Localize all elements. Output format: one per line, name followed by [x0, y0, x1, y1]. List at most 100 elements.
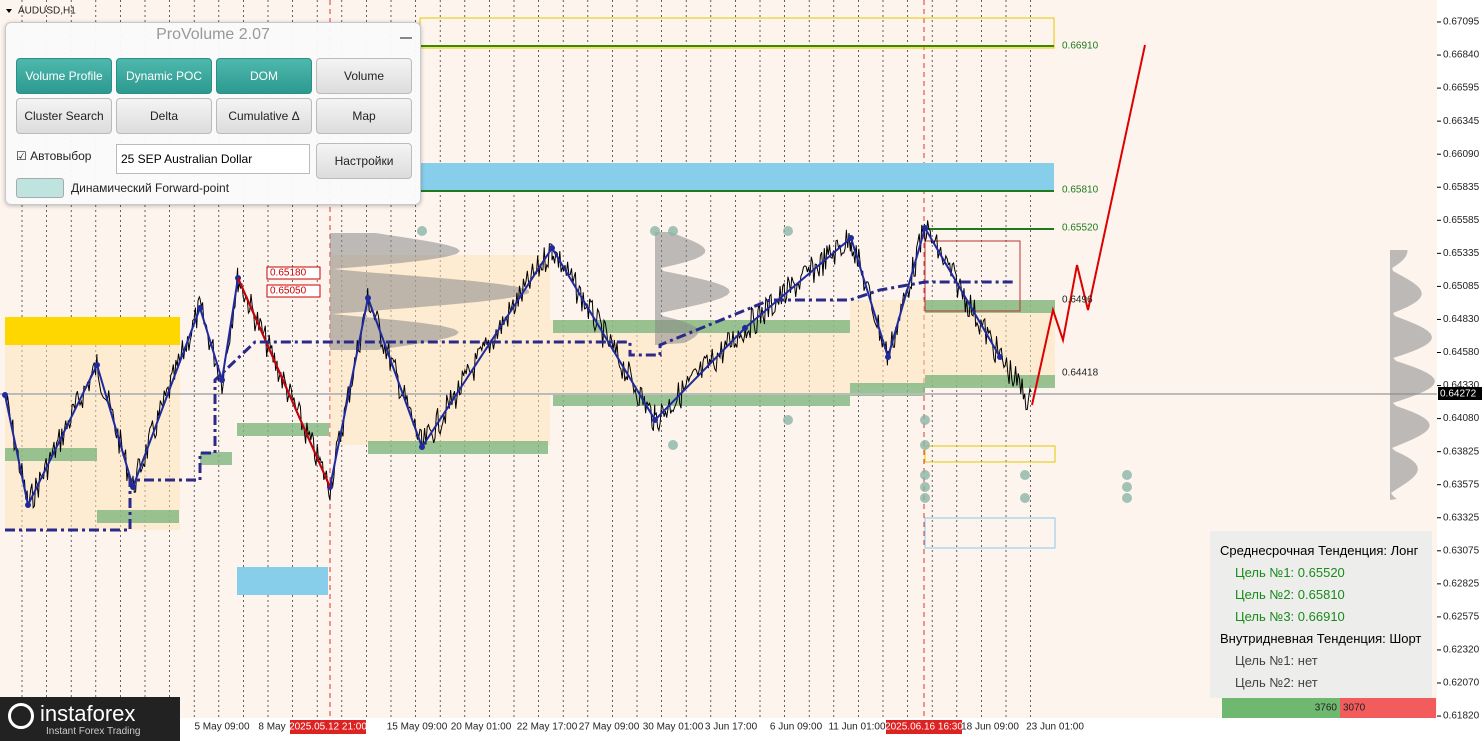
time-label: 23 Jun 01:00	[1026, 722, 1084, 733]
price-label: 0.65835	[1443, 182, 1480, 193]
price-label: 0.62320	[1443, 645, 1480, 656]
auto-checkbox[interactable]: ☑ Автовыбор	[16, 149, 92, 163]
zigzag-point	[94, 362, 100, 368]
time-label: 20 May 01:00	[451, 722, 512, 733]
price-label: 0.66090	[1443, 149, 1480, 160]
zigzag-point	[419, 444, 425, 450]
price-label: 0.64330	[1443, 380, 1480, 391]
instrument-dropdown[interactable]: 25 SEP Australian Dollar	[116, 144, 310, 174]
target: Цель №1: 0.65520	[1235, 565, 1345, 580]
logo-icon	[8, 703, 34, 729]
volume-profile	[655, 232, 730, 345]
provolume-panel: ProVolume 2.07 Volume Profile Dynamic POC…	[5, 22, 421, 205]
level-label: 0.65520	[1062, 223, 1099, 234]
level-label: 0.65810	[1062, 185, 1099, 196]
tool-button[interactable]: Dynamic POC	[116, 58, 212, 94]
volume-profile	[330, 233, 530, 350]
current-price: 0.64272	[1440, 389, 1477, 400]
tool-button[interactable]: Volume	[316, 58, 412, 94]
time-label: 8 May	[258, 722, 285, 733]
time-label: 5 May 09:00	[194, 722, 249, 733]
info-box: Среднесрочная Тенденция: Лонг Цель №1: 0…	[1210, 531, 1432, 698]
supply-zone	[5, 317, 180, 345]
zigzag-point	[742, 325, 748, 331]
zigzag-point	[848, 235, 854, 241]
price-label: 0.62070	[1443, 678, 1480, 689]
marker-dot	[920, 440, 930, 450]
marker-dot	[783, 226, 793, 236]
price-label: 0.64580	[1443, 347, 1480, 358]
price-label: 0.63575	[1443, 479, 1480, 490]
marker-dot	[783, 415, 793, 425]
projection	[1031, 44, 1146, 406]
level-label: 0.64418	[1062, 368, 1099, 379]
zigzag-point	[25, 502, 31, 508]
price-label: 0.67095	[1443, 17, 1480, 28]
time-label: 2025.05.12 21:00	[289, 722, 367, 733]
poc-zone	[553, 393, 850, 406]
marker-dot	[920, 415, 930, 425]
target: Цель №2: нет	[1235, 675, 1318, 690]
level-box	[266, 284, 321, 298]
forward-point-label: Динамический Forward-point	[71, 181, 230, 195]
price-label: 0.63825	[1443, 446, 1480, 457]
poc-zone	[200, 452, 232, 465]
medium-term: Среднесрочная Тенденция: Лонг	[1220, 543, 1419, 558]
auto-label: Автовыбор	[30, 149, 92, 163]
level-label: 0.65050	[270, 286, 307, 297]
button-label: Cluster Search	[24, 109, 104, 123]
poc-zone	[850, 383, 925, 396]
time-highlight	[886, 720, 962, 734]
marker-dot	[920, 482, 930, 492]
button-label: Dynamic POC	[125, 69, 202, 83]
level-box	[266, 266, 321, 280]
zigzag-point	[197, 305, 203, 311]
level-label: 0.6496	[1062, 295, 1093, 306]
time-highlight	[290, 720, 366, 734]
panel-title: ProVolume 2.07	[156, 26, 270, 43]
forward-toggle[interactable]	[16, 178, 64, 198]
target: Цель №1: нет	[1235, 653, 1318, 668]
volume-profile	[1390, 250, 1435, 500]
price-label: 0.65085	[1443, 281, 1480, 292]
marker-dot	[920, 470, 930, 480]
tool-button[interactable]: Map	[316, 98, 412, 134]
marker-dot	[1020, 493, 1030, 503]
tool-button[interactable]: Cluster Search	[16, 98, 112, 134]
tool-button[interactable]: DOM	[216, 58, 312, 94]
target: Цель №3: 0.66910	[1235, 609, 1345, 624]
blue-zone	[237, 567, 328, 595]
poc-zone	[925, 300, 1055, 313]
marker-dot	[1020, 470, 1030, 480]
instrument: 25 SEP Australian Dollar	[121, 152, 253, 166]
time-label: 30 May 01:00	[643, 722, 704, 733]
sell-volume-label: 3070	[1343, 703, 1366, 714]
price-label: 0.63325	[1443, 512, 1480, 523]
marker-dot	[650, 226, 660, 236]
price-label: 0.63075	[1443, 545, 1480, 556]
minimize[interactable]	[400, 29, 412, 39]
button-label: Volume	[343, 69, 385, 83]
logo-tagline: Instant Forex Trading	[46, 726, 141, 737]
tool-button[interactable]: Cumulative Δ	[216, 98, 312, 134]
tool-button[interactable]: Volume Profile	[16, 58, 112, 94]
time-label: 11 Jun 01:00	[828, 722, 886, 733]
zigzag-point	[365, 295, 371, 301]
price-axis	[1437, 0, 1484, 741]
tool-button[interactable]: Delta	[116, 98, 212, 134]
time-label: 2025.06.16 16:30	[885, 722, 963, 733]
time-label: 18 Jun 09:00	[961, 722, 1019, 733]
zigzag-point	[2, 392, 8, 398]
red-leg	[237, 277, 331, 488]
sell-volume	[1340, 698, 1436, 718]
marker-dot	[1122, 482, 1132, 492]
settings-button[interactable]: Настройки	[316, 143, 412, 179]
menu-arrow	[6, 9, 12, 13]
price-label: 0.64830	[1443, 314, 1480, 325]
price-label: 0.65585	[1443, 215, 1480, 226]
current-price-box	[1438, 387, 1482, 400]
price-label: 0.61820	[1443, 711, 1480, 722]
price-label: 0.66345	[1443, 116, 1480, 127]
